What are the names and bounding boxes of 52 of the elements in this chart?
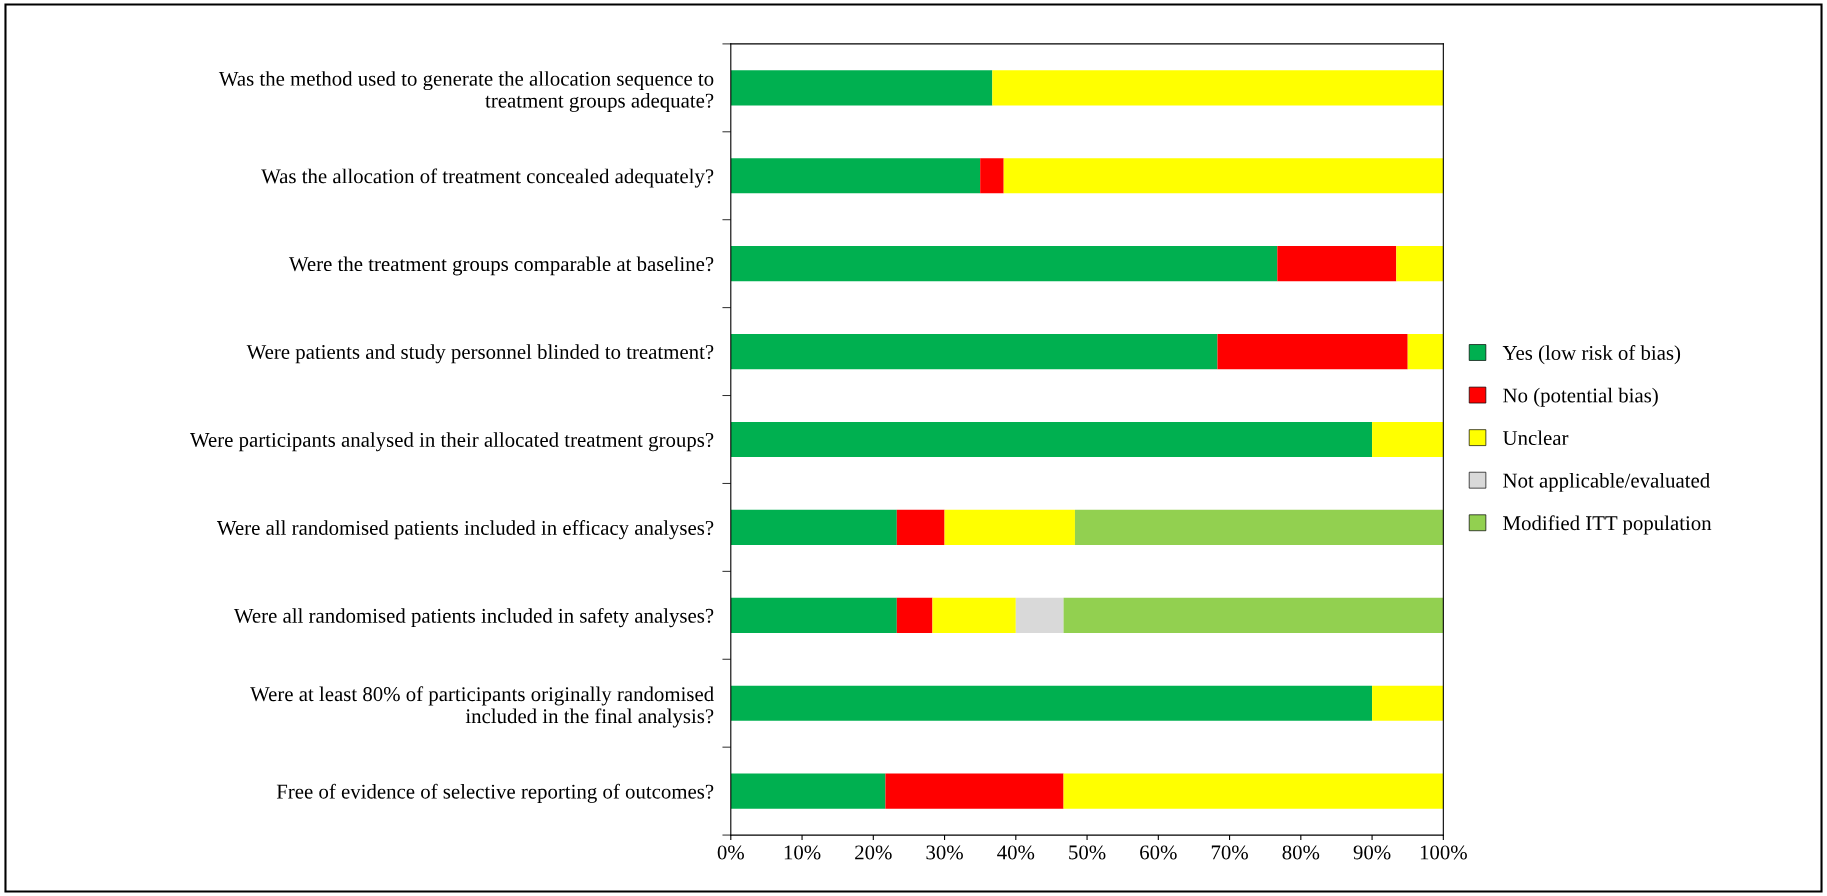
x-tick-label: 40% [997,845,1035,860]
bar [932,597,1016,633]
bar [885,773,1064,809]
bar [1396,246,1444,282]
y-tick-label: Were all randomised patients included in efficacy analyses? [216,520,714,540]
bar [896,509,945,545]
y-tick-label: Were patients and study personnel blinded to treatment? [246,344,714,364]
bar [944,509,1075,545]
bar [1372,421,1444,458]
bar [1277,246,1397,282]
bar [1063,597,1444,633]
y-tick-label: Was the method used to generate the allocation sequence to treatment groups adequate? [218,71,714,112]
bar [1015,597,1064,633]
x-tick-label: 0% [717,845,744,860]
legend-label: Modified ITT population [1503,515,1712,535]
bar [730,685,1373,721]
bar [1217,334,1408,370]
legend-label: Unclear [1502,430,1569,446]
bar [730,509,897,545]
bar [730,597,897,633]
legend-label: No (potential bias) [1503,387,1658,407]
bar [730,773,886,809]
bar [1063,773,1444,809]
x-tick-label: 100% [1420,845,1467,860]
bar [730,70,993,106]
y-tick-label: Free of evidence of selective reporting of outcomes? [276,783,714,803]
y-tick-label: Were all randomised patients included in safety analyses? [233,607,714,628]
x-tick-label: 10% [784,845,821,860]
bar [1407,334,1444,370]
y-tick-label: Were at least 80% of participants originally randomised included in the final analysis? [250,686,714,728]
bar [980,158,1004,194]
bar [730,334,1218,370]
x-tick-label: 50% [1069,845,1106,860]
bar [1003,158,1444,194]
bar [1372,685,1444,721]
bar [730,158,981,194]
y-tick-label: Were participants analysed in their allocated treatment groups? [189,432,714,452]
bar [896,597,933,633]
bar [1074,509,1444,545]
x-tick-label: 20% [855,845,892,860]
x-tick-label: 30% [926,845,963,860]
x-tick-label: 80% [1282,845,1320,860]
legend-label: Not applicable/evaluated [1503,472,1710,492]
x-tick-label: 60% [1140,845,1177,860]
bar [730,421,1373,458]
y-tick-label: Were the treatment groups comparable at baseline? [288,256,714,276]
x-tick-label: 70% [1211,845,1248,860]
y-tick-label: Was the allocation of treatment concealed adequately? [261,168,714,188]
legend-label: Yes (low risk of bias) [1502,345,1681,365]
bar [992,70,1444,106]
x-tick-label: 90% [1353,845,1391,860]
bar [730,246,1278,282]
